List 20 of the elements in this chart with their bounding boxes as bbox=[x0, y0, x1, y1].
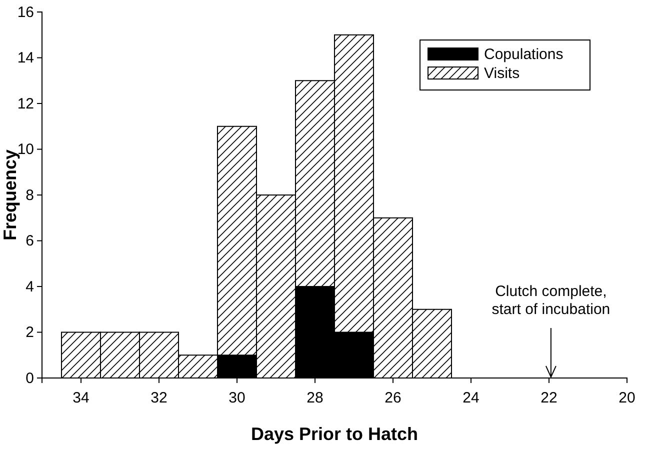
y-tick-label: 14 bbox=[17, 50, 34, 67]
x-axis-title: Days Prior to Hatch bbox=[250, 424, 418, 444]
y-tick-label: 12 bbox=[17, 95, 34, 112]
y-tick-label: 6 bbox=[26, 232, 34, 250]
y-tick-label: 2 bbox=[26, 324, 34, 342]
x-tick-label: 24 bbox=[462, 390, 480, 406]
x-tick-label: 34 bbox=[72, 390, 90, 406]
y-tick-label: 16 bbox=[17, 4, 34, 21]
x-tick-label: 26 bbox=[384, 390, 402, 406]
annotation: Clutch complete, start of incubation bbox=[492, 283, 610, 318]
x-tick-label: 30 bbox=[228, 390, 246, 406]
y-tick-label: 0 bbox=[26, 370, 34, 387]
x-tick-label: 22 bbox=[540, 390, 558, 406]
x-tick-label: 32 bbox=[150, 390, 168, 406]
legend-label: Visits bbox=[484, 65, 520, 82]
x-tick-label: 28 bbox=[306, 390, 324, 406]
y-tick-label: 8 bbox=[26, 186, 34, 204]
legend-label: Copulations bbox=[484, 46, 564, 63]
y-tick-label: 4 bbox=[26, 278, 34, 296]
x-tick-label: 20 bbox=[618, 390, 636, 406]
